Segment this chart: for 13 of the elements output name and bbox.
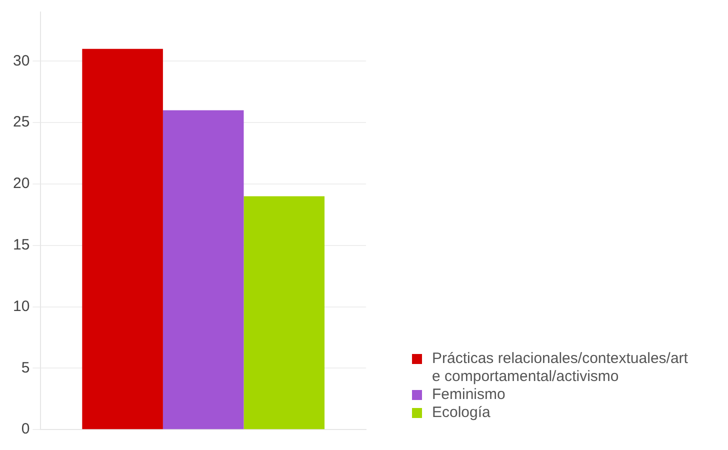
bar [162,110,244,430]
legend-label: Prácticas relacionales/contextuales/arte comportamental/activismo [432,350,689,386]
y-tick-label: 0 [21,420,30,438]
y-tick-label: 15 [12,236,30,254]
y-tick-label: 30 [12,52,30,70]
y-tick-label: 10 [12,298,30,315]
y-tick-label: 25 [12,114,30,131]
y-tick-label: 20 [12,175,30,192]
y-tick-label: 5 [21,359,30,376]
bar [244,196,325,430]
legend-label: Ecología [432,404,492,422]
bar [82,48,163,430]
legend-label: Feminismo [432,386,506,404]
